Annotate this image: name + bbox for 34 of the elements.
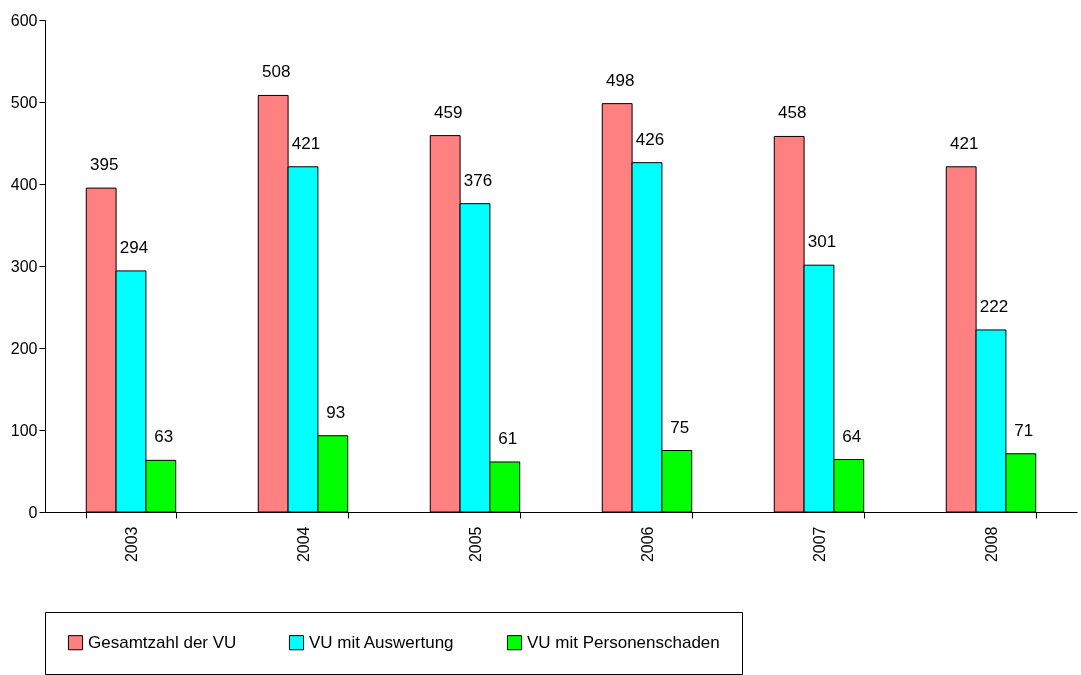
data-label: 71 [1014, 420, 1034, 440]
x-tick-label: 2003 [122, 526, 140, 563]
y-tick-label: 300 [10, 257, 38, 275]
legend-label: VU mit Auswertung [309, 632, 454, 652]
data-label: 395 [90, 155, 119, 175]
y-tick-label: 200 [10, 339, 38, 357]
y-tick-label: 500 [10, 93, 38, 111]
data-label: 421 [291, 133, 321, 153]
data-label: 301 [807, 232, 837, 252]
x-tick-label: 2005 [466, 526, 484, 563]
y-tick-label: 400 [10, 175, 38, 193]
x-tick-label: 2007 [810, 526, 828, 563]
data-label: 421 [950, 133, 979, 153]
data-label: 64 [842, 426, 862, 446]
data-label: 61 [498, 428, 518, 448]
y-tick-label: 100 [10, 421, 38, 439]
data-label: 458 [778, 103, 807, 123]
x-tick-label: 2004 [294, 526, 312, 563]
data-label: 294 [119, 237, 149, 257]
data-label: 93 [326, 402, 346, 422]
data-label: 498 [606, 70, 635, 90]
x-tick-label: 2006 [638, 526, 656, 563]
data-label: 222 [979, 296, 1009, 316]
y-tick-label: 0 [28, 503, 38, 521]
data-label: 459 [434, 102, 463, 122]
legend-label: VU mit Personenschaden [527, 632, 720, 652]
data-label: 376 [463, 170, 493, 190]
data-label: 426 [635, 129, 665, 149]
legend-label: Gesamtzahl der VU [88, 632, 237, 652]
data-label: 75 [670, 417, 690, 437]
y-tick-label: 600 [10, 11, 38, 29]
data-label: 508 [262, 62, 291, 82]
x-tick-label: 2008 [982, 526, 1000, 563]
data-label: 63 [154, 427, 174, 447]
